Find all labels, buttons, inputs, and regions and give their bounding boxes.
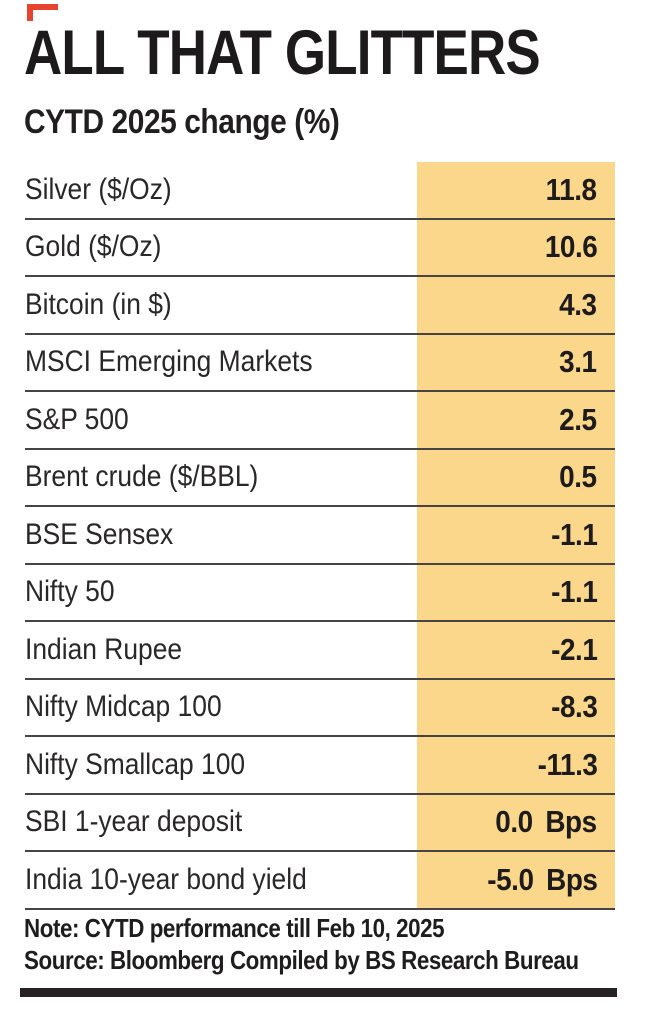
row-value-cell: 0.0 Bps [417,794,615,850]
row-value: 10.6 [544,229,597,265]
row-label: S&P 500 [25,392,417,448]
row-value-cell: 2.5 [417,392,615,448]
source-text: Source: Bloomberg Compiled by BS Researc… [24,945,651,976]
row-label-text: Brent crude ($/BBL) [25,460,259,494]
table-row: Silver ($/Oz) 11.8 [25,162,615,220]
row-value: 0.0 Bps [495,804,598,840]
row-value-cell: 4.3 [417,277,615,333]
row-value: -2.1 [550,631,598,668]
row-value: -1.1 [550,516,598,553]
table-row: SBI 1-year deposit 0.0 Bps [25,794,615,852]
table-row: S&P 500 2.5 [25,392,615,450]
row-value-number: 2.5 [559,401,598,437]
row-value-number: -2.1 [550,631,598,667]
row-value: 0.5 [559,459,598,495]
table-row: Nifty Smallcap 100 -11.3 [25,737,615,795]
table-row: Nifty 50 -1.1 [25,564,615,622]
row-label: Silver ($/Oz) [25,162,417,218]
source-text-inner: Source: Bloomberg Compiled by BS Researc… [24,945,579,975]
row-value-cell: -8.3 [417,679,615,735]
row-label-text: MSCI Emerging Markets [25,345,313,379]
row-value-number: -11.3 [537,746,597,782]
row-label-text: Gold ($/Oz) [25,230,162,264]
row-label: SBI 1-year deposit [25,795,417,851]
row-value-cell: 11.8 [417,162,615,218]
row-value-cell: -1.1 [417,507,615,563]
row-value: -1.1 [550,574,598,610]
row-label: Nifty Smallcap 100 [25,737,417,793]
table-row: Nifty Midcap 100 -8.3 [25,679,615,737]
row-value: -5.0 Bps [486,861,598,898]
row-label: Indian Rupee [25,622,417,678]
table-row: Gold ($/Oz) 10.6 [25,219,615,277]
row-label-text: Silver ($/Oz) [25,172,172,206]
row-label: Gold ($/Oz) [25,220,417,276]
table-row: Bitcoin (in $) 4.3 [25,277,615,335]
row-value-unit: Bps [545,861,598,897]
data-table: Silver ($/Oz) 11.8 Gold ($/Oz) 10.6 Bitc… [25,162,615,910]
row-label-text: India 10-year bond yield [25,862,307,896]
row-value-cell: 3.1 [417,334,615,390]
row-value-number: 11.8 [546,171,597,207]
row-value-number: -1.1 [550,574,598,610]
row-value: 4.3 [559,286,598,323]
row-label: Bitcoin (in $) [25,277,417,333]
page-title: ALL THAT GLITTERS [24,20,638,86]
row-value-cell: -11.3 [417,737,615,793]
row-value: -8.3 [550,689,598,725]
note-text-inner: Note: CYTD performance till Feb 10, 2025 [24,913,445,943]
row-label: BSE Sensex [25,507,417,563]
row-value-number: -1.1 [550,516,598,552]
row-value-cell: -5.0 Bps [417,852,615,908]
row-value-cell: 10.6 [417,219,615,275]
row-label-text: Indian Rupee [25,632,183,666]
row-value-cell: -2.1 [417,622,615,678]
row-value-number: 3.1 [559,344,598,380]
row-value-number: 0.5 [559,459,598,495]
row-value-number: 4.3 [559,286,598,322]
row-value: -11.3 [537,747,597,783]
page-title-text: ALL THAT GLITTERS [24,18,541,88]
corner-bracket-icon [27,4,58,21]
chart-subtitle-text: CYTD 2025 change (%) [24,103,340,141]
row-label: Nifty Midcap 100 [25,680,417,736]
note-text: Note: CYTD performance till Feb 10, 2025 [24,913,513,944]
table-row: Brent crude ($/BBL) 0.5 [25,449,615,507]
chart-subtitle: CYTD 2025 change (%) [24,103,382,141]
table-row: India 10-year bond yield -5.0 Bps [25,852,615,910]
row-label-text: SBI 1-year deposit [25,805,243,839]
bottom-rule [20,988,617,997]
row-label-text: BSE Sensex [25,517,174,551]
row-label: India 10-year bond yield [25,852,417,908]
row-label-text: Nifty Smallcap 100 [25,747,246,781]
row-value-cell: -1.1 [417,564,615,620]
row-label-text: Nifty 50 [25,575,115,609]
row-value-number: -8.3 [550,689,598,725]
row-value-number: 0.0 [495,804,534,840]
row-label: Nifty 50 [25,565,417,621]
row-value-unit: Bps [545,804,598,840]
row-value-cell: 0.5 [417,449,615,505]
row-label-text: Bitcoin (in $) [25,287,172,321]
row-label-text: Nifty Midcap 100 [25,690,222,724]
row-value: 2.5 [559,401,598,438]
row-value: 11.8 [546,172,597,208]
table-row: Indian Rupee -2.1 [25,622,615,680]
row-value-number: -5.0 [486,861,534,897]
row-label: MSCI Emerging Markets [25,335,417,391]
table-row: BSE Sensex -1.1 [25,507,615,565]
row-label-text: S&P 500 [25,402,129,436]
row-value: 3.1 [559,344,598,380]
row-label: Brent crude ($/BBL) [25,450,417,506]
table-row: MSCI Emerging Markets 3.1 [25,334,615,392]
row-value-number: 10.6 [544,229,597,265]
